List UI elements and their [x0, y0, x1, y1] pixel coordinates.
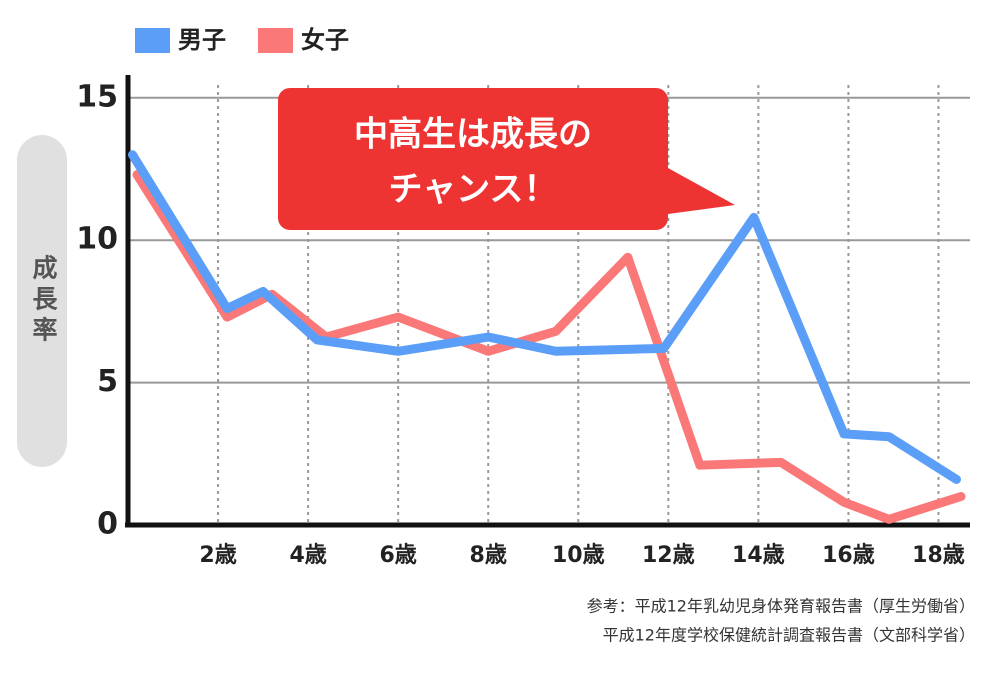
y-tick-label: 10	[76, 222, 118, 257]
source-note: 平成12年度学校保健統計調査報告書（文部科学省）	[603, 626, 975, 645]
callout-text: チャンス！	[389, 170, 558, 210]
y-axis-label: 成長率	[29, 255, 58, 348]
callout	[278, 88, 735, 230]
x-tick-label: 2歳	[199, 543, 236, 568]
callout-text: 中高生は成長の	[354, 115, 592, 155]
x-tick-label: 10歳	[552, 543, 605, 568]
legend-swatch	[135, 28, 170, 53]
x-tick-label: 16歳	[822, 543, 875, 568]
x-tick-label: 6歳	[380, 543, 417, 568]
x-tick-label: 18歳	[912, 543, 965, 568]
legend-label: 女子	[301, 26, 349, 54]
legend-swatch	[258, 28, 293, 53]
legend-label: 男子	[178, 26, 226, 54]
y-tick-label: 5	[97, 364, 118, 399]
y-tick-label: 15	[76, 79, 118, 114]
x-tick-label: 12歳	[642, 543, 695, 568]
series-line	[128, 150, 961, 484]
source-note: 参考：平成12年乳幼児身体発育報告書（厚生労働省）	[587, 597, 975, 616]
x-tick-label: 8歳	[470, 543, 507, 568]
x-tick-label: 14歳	[732, 543, 785, 568]
x-tick-label: 4歳	[289, 543, 326, 568]
y-label-pill	[17, 135, 67, 467]
y-tick-label: 0	[97, 507, 118, 542]
